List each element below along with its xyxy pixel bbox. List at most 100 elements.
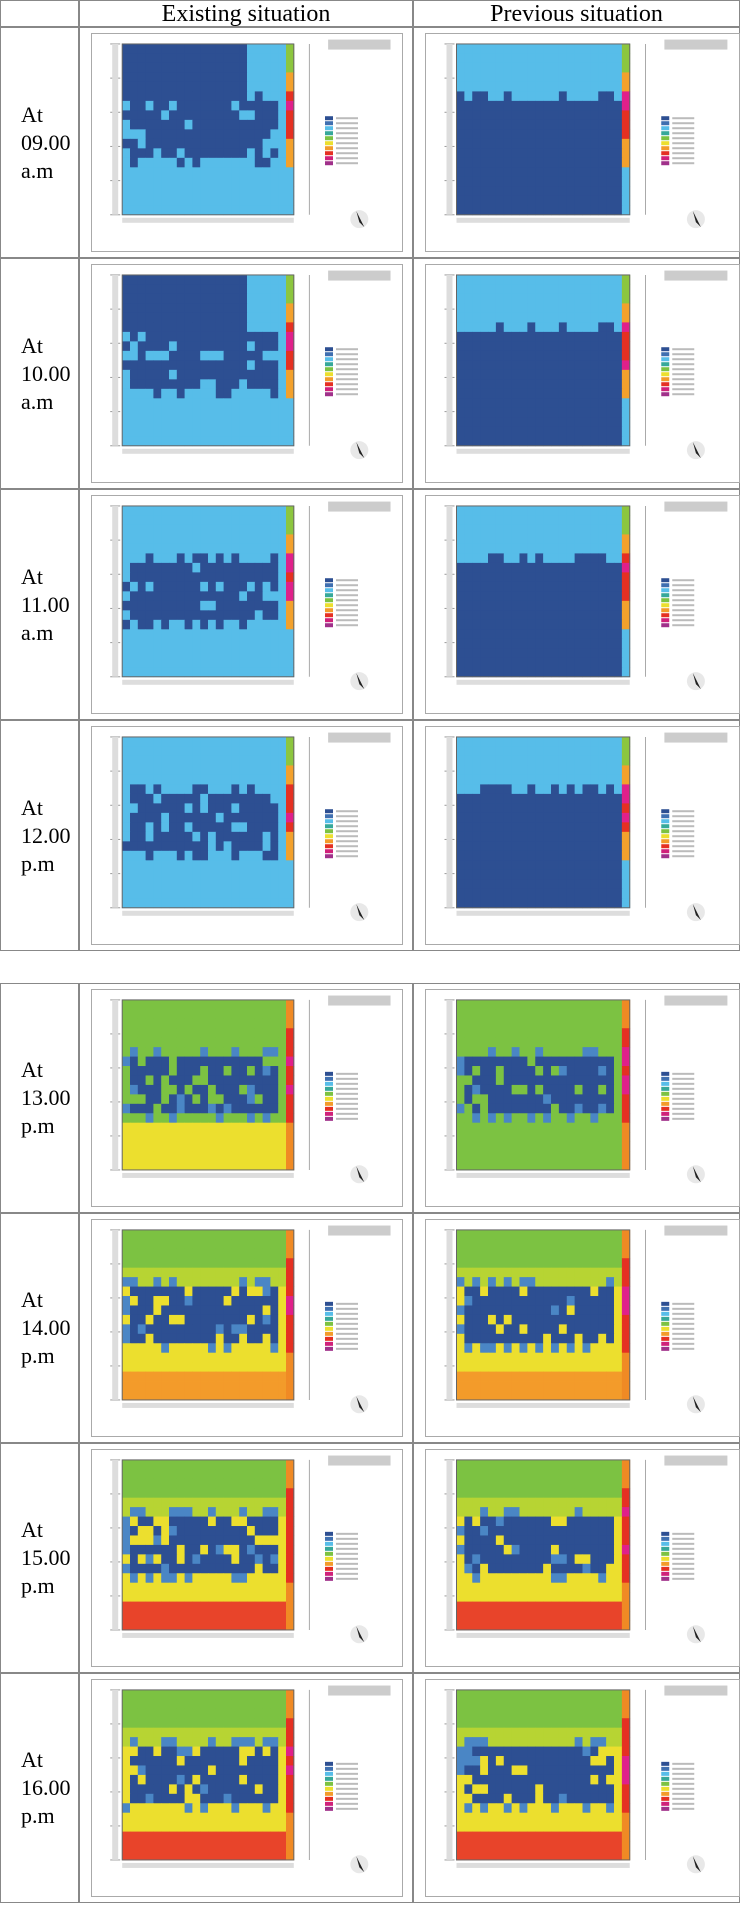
map-cell xyxy=(215,822,224,833)
map-cell xyxy=(488,1009,497,1020)
map-cell xyxy=(231,110,240,121)
map-cell xyxy=(286,53,295,64)
map-cell xyxy=(551,186,560,197)
map-cell xyxy=(574,1258,583,1269)
map-cell xyxy=(480,303,489,314)
map-cell xyxy=(511,619,520,630)
map-cell xyxy=(614,167,623,178)
map-cell xyxy=(527,515,536,526)
map-cell xyxy=(472,515,481,526)
map-cell xyxy=(551,195,560,206)
map-cell xyxy=(464,1037,473,1048)
map-cell xyxy=(270,1084,279,1095)
map-cell xyxy=(614,553,623,564)
map-cell xyxy=(239,205,248,216)
map-cell xyxy=(254,610,263,621)
map-cell xyxy=(176,822,185,833)
time-cell: At 13.00 p.m xyxy=(0,983,79,1213)
map-cell xyxy=(122,831,131,842)
map-cell xyxy=(582,138,591,149)
map-cell xyxy=(495,879,505,890)
map-cell xyxy=(270,100,279,111)
map-cell xyxy=(286,746,295,757)
map-cell xyxy=(535,341,544,352)
map-cell xyxy=(606,572,615,583)
map-cell xyxy=(590,1286,599,1297)
map-cell xyxy=(176,879,185,890)
map-cell xyxy=(480,869,489,880)
time-label: a.m xyxy=(21,619,54,645)
map-cell xyxy=(495,1084,505,1095)
map-cell xyxy=(262,1229,271,1240)
map-cell xyxy=(606,436,615,447)
map-cell xyxy=(551,784,560,795)
map-cell xyxy=(511,1122,520,1133)
map-cell xyxy=(200,1141,209,1152)
map-cell xyxy=(551,1018,560,1029)
map-cell xyxy=(519,1229,528,1240)
map-cell xyxy=(551,803,560,814)
map-cell xyxy=(223,148,232,159)
map-cell xyxy=(511,398,520,409)
map-cell xyxy=(137,1066,146,1076)
map-cell xyxy=(456,774,465,785)
map-cell xyxy=(566,312,576,323)
map-cell xyxy=(456,638,465,649)
map-cell xyxy=(511,186,520,197)
map-cell xyxy=(488,1028,497,1039)
map-cell xyxy=(503,1239,513,1250)
map-cell xyxy=(208,1343,217,1354)
map-cell xyxy=(551,1009,560,1020)
map-cell xyxy=(535,1151,544,1161)
map-cell xyxy=(137,746,146,757)
map-cell xyxy=(488,1296,497,1306)
map-cell xyxy=(200,1056,209,1067)
map-cell xyxy=(511,534,520,545)
map-cell xyxy=(223,869,232,880)
map-cell xyxy=(472,638,481,649)
map-cell xyxy=(137,426,146,437)
map-cell xyxy=(582,379,591,390)
map-cell xyxy=(574,1037,583,1048)
time-cell: At 09.00 a.m xyxy=(0,27,79,258)
map-cell xyxy=(456,524,465,535)
map-cell xyxy=(215,1305,224,1316)
map-cell xyxy=(551,417,560,428)
map-cell xyxy=(184,312,193,323)
map-cell xyxy=(456,534,465,545)
map-cell xyxy=(286,341,295,352)
map-cell xyxy=(558,100,568,111)
map-cell xyxy=(503,869,513,880)
north-arrow xyxy=(356,673,365,690)
map-cell xyxy=(495,1132,505,1142)
map-cell xyxy=(200,1314,209,1325)
map-cell xyxy=(488,1229,497,1240)
map-cell xyxy=(574,999,583,1010)
map-cell xyxy=(527,765,536,776)
map-cell xyxy=(456,293,465,304)
map-cell xyxy=(606,610,615,621)
map-cell xyxy=(456,436,465,447)
map-cell xyxy=(543,515,552,526)
map-cell xyxy=(169,793,178,804)
map-cell xyxy=(239,426,248,437)
map-cell xyxy=(566,888,576,899)
map-cell xyxy=(137,619,146,630)
map-cell xyxy=(574,1305,583,1316)
map-cell xyxy=(161,562,170,573)
map-cell xyxy=(598,1248,607,1259)
map-cell xyxy=(239,1056,248,1067)
map-cell xyxy=(122,1018,131,1029)
map-cell xyxy=(137,284,146,295)
map-cell xyxy=(122,667,131,678)
map-cell xyxy=(511,869,520,880)
map-cell xyxy=(456,1009,465,1020)
map-cell xyxy=(558,360,568,371)
map-cell xyxy=(558,812,568,823)
map-cell xyxy=(472,534,481,545)
map-cell xyxy=(535,591,544,602)
map-cell xyxy=(137,100,146,111)
legend-text xyxy=(672,122,695,125)
map-cell xyxy=(270,879,279,890)
map-cell xyxy=(527,667,536,678)
